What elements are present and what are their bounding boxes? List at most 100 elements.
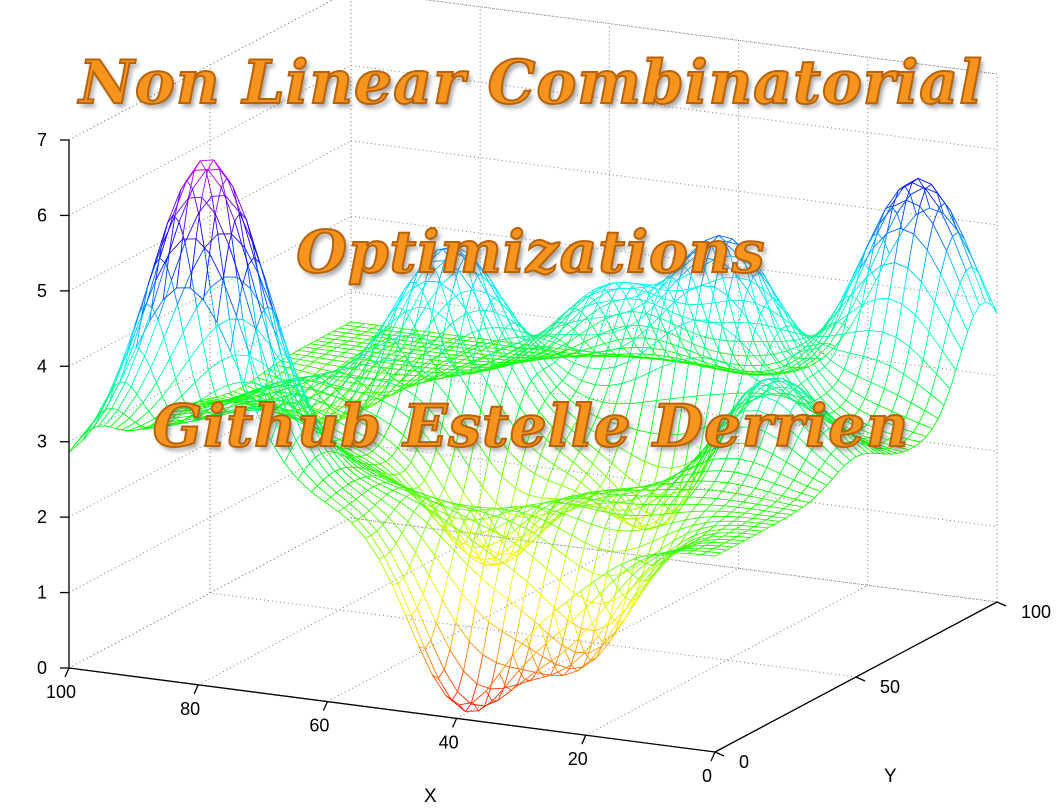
mesh-segment [130,355,146,387]
mesh-segment [764,393,778,396]
mesh-segment [432,281,440,310]
mesh-segment [775,495,783,502]
mesh-segment [265,280,280,324]
mesh-segment [637,287,645,297]
mesh-segment [740,521,748,526]
mesh-segment [865,223,880,250]
mesh-segment [893,427,900,436]
mesh-segment [586,573,594,601]
mesh-segment [336,375,351,392]
mesh-segment [493,549,508,559]
mesh-segment [303,343,311,348]
mesh-segment [609,403,617,423]
mesh-segment [774,473,781,484]
mesh-segment [769,384,783,392]
mesh-segment [537,506,551,511]
mesh-segment [716,417,732,432]
mesh-segment [377,324,392,328]
mesh-segment [679,264,694,278]
mesh-segment [441,574,449,600]
mesh-segment [350,321,365,325]
mesh-segment [843,460,851,467]
mesh-segment [716,491,723,499]
mesh-segment [679,259,687,277]
mesh-segment [675,324,683,362]
mesh-segment [203,253,210,301]
mesh-segment [702,357,717,361]
mesh-segment [834,426,849,442]
mesh-segment [409,566,424,595]
mesh-segment [634,579,649,598]
mesh-segment [380,359,395,362]
mesh-segment [503,328,519,357]
mesh-segment [121,422,136,431]
mesh-segment [878,404,893,412]
mesh-segment [505,367,513,385]
mesh-segment [438,260,446,283]
mesh-segment [611,446,619,464]
mesh-segment [364,323,378,326]
mesh-segment [570,652,585,666]
mesh-segment [909,315,916,347]
mesh-segment [528,621,536,648]
mesh-segment [457,361,471,369]
mesh-segment [533,336,548,348]
mesh-segment [528,647,543,657]
mesh-segment [592,451,600,464]
mesh-segment [408,379,416,385]
grid-line [350,366,998,452]
mesh-segment [644,337,659,341]
mesh-segment [594,493,609,507]
mesh-segment [633,559,648,569]
mesh-segment [585,318,593,336]
mesh-segment [591,316,606,319]
mesh-segment [397,356,405,361]
mesh-segment [791,436,799,450]
mesh-segment [804,404,819,413]
mesh-segment [718,442,733,447]
mesh-segment [877,205,892,234]
mesh-segment [925,188,940,208]
mesh-segment [412,366,419,374]
mesh-segment [674,481,688,484]
mesh-segment [861,452,868,455]
mesh-segment [663,280,677,285]
mesh-segment [702,532,716,537]
mesh-segment [885,411,893,423]
mesh-segment [195,197,203,239]
mesh-segment [817,411,832,421]
mesh-segment [767,338,775,351]
mesh-segment [591,302,599,319]
mesh-segment [698,353,713,360]
mesh-segment [410,608,418,616]
mesh-segment [551,323,565,330]
mesh-segment [891,395,899,412]
mesh-segment [726,442,733,459]
mesh-segment [497,350,504,357]
mesh-segment [777,395,792,400]
mesh-segment [576,295,591,304]
mesh-segment [434,344,442,349]
mesh-segment [737,501,744,508]
mesh-segment [413,503,421,512]
mesh-segment [107,364,122,397]
grid-line [197,534,481,686]
mesh-segment [575,391,590,399]
mesh-segment [718,542,726,547]
mesh-segment [932,418,939,429]
mesh-segment [300,420,315,431]
mesh-segment [589,498,604,502]
mesh-segment [381,341,396,368]
mesh-segment [446,292,461,304]
mesh-segment [316,479,324,487]
mesh-segment [809,342,825,359]
mesh-segment [754,329,769,351]
mesh-segment [561,644,576,653]
mesh-segment [431,331,446,335]
mesh-segment [358,323,365,328]
mesh-segment [774,326,789,332]
mesh-segment [821,323,836,333]
mesh-segment [568,652,576,669]
mesh-segment [650,400,658,433]
mesh-segment [189,287,204,301]
